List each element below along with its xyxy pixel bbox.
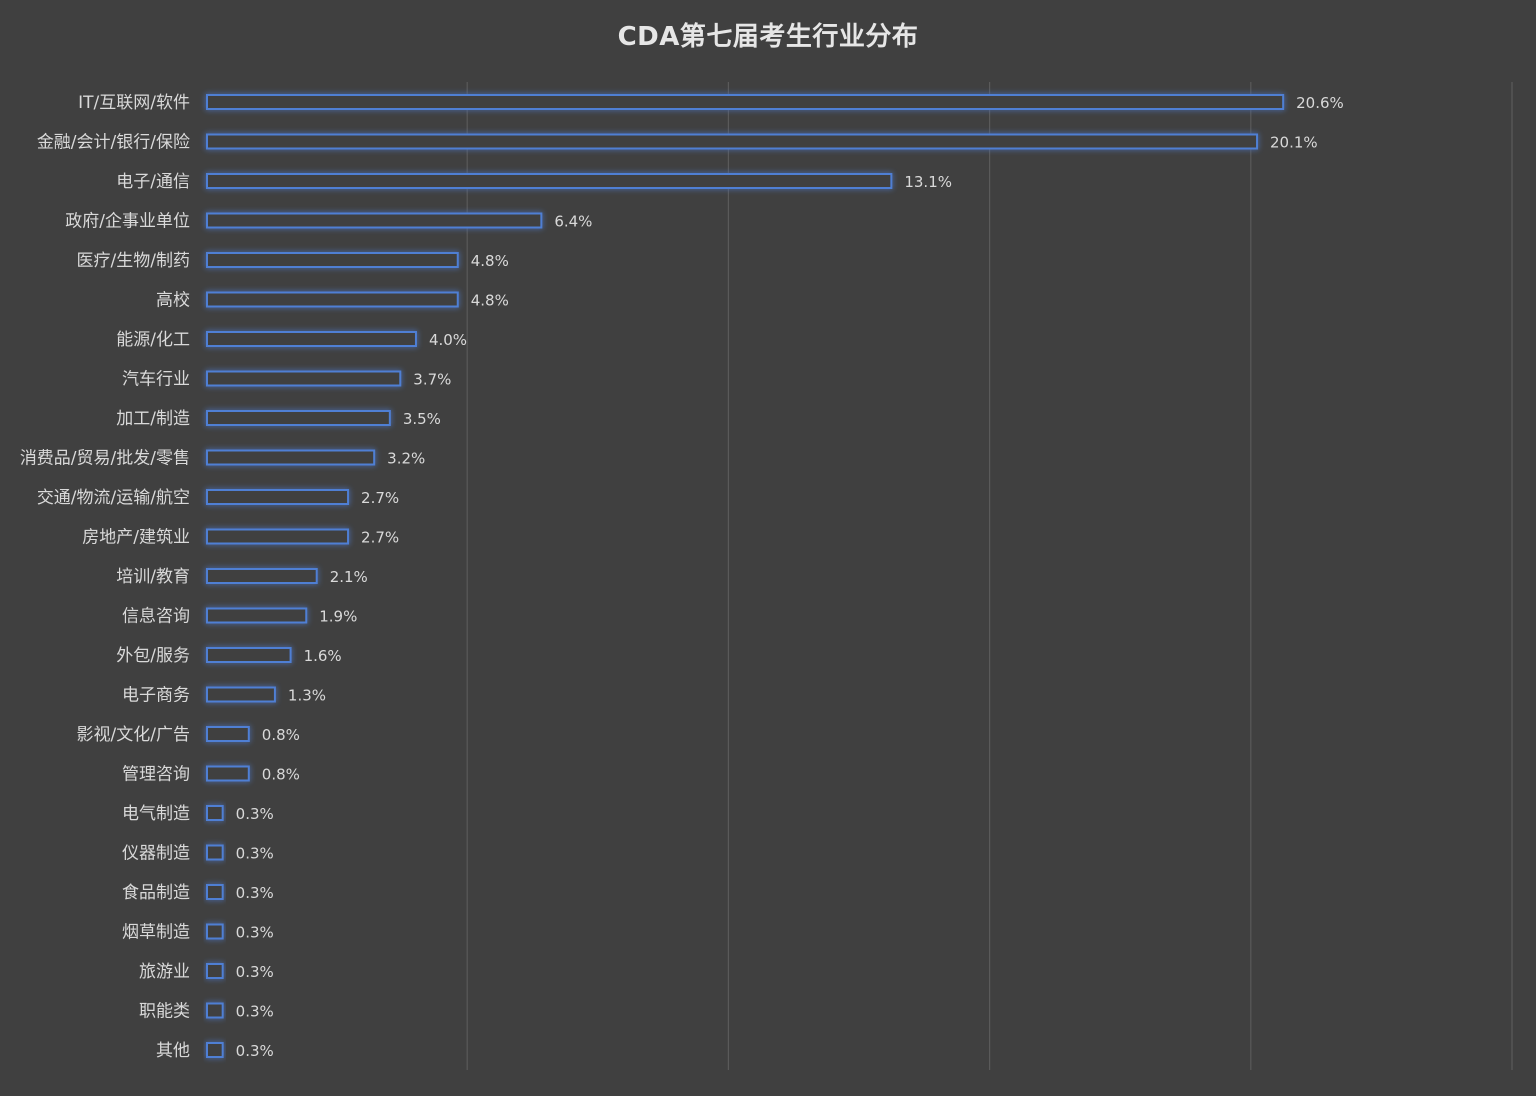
category-label: 电气制造 [122,804,190,824]
bar [206,410,391,426]
category-label: 交通/物流/运输/航空 [37,488,190,508]
bar [206,528,350,545]
bar [206,726,250,742]
bar [206,805,224,821]
bar [206,331,417,347]
value-label: 20.1% [1270,134,1318,152]
bar [206,647,292,663]
bar [206,133,1259,150]
category-label: 其他 [156,1041,190,1061]
category-label: 培训/教育 [116,567,190,587]
bar [206,94,1285,110]
bar [206,489,350,505]
value-label: 0.3% [236,884,274,902]
category-label: 消费品/贸易/批发/零售 [20,449,190,469]
grid-lines [466,82,1513,1070]
bar [206,765,250,782]
value-label: 0.3% [236,1042,274,1060]
value-label: 3.5% [403,410,441,428]
bar [206,252,459,268]
category-label: 外包/服务 [116,646,190,666]
category-label: 影视/文化/广告 [77,725,190,745]
value-label: 3.2% [387,450,425,468]
category-label: 政府/企事业单位 [65,212,190,232]
chart-title: CDA第七届考生行业分布 [617,22,919,52]
value-label: 1.3% [288,687,326,705]
category-label: 食品制造 [122,883,190,903]
value-label: 0.3% [236,845,274,863]
category-label: 加工/制造 [116,409,190,429]
category-label: 房地产/建筑业 [82,528,190,548]
value-label: 4.0% [429,331,467,349]
category-label: 高校 [156,291,190,311]
category-label: 医疗/生物/制药 [77,251,190,271]
category-label: 汽车行业 [122,370,190,390]
value-label: 4.8% [471,252,509,270]
labels: IT/互联网/软件 20.6% 金融/会计/银行/保险 20.1% 电子/通信 13.1%… [20,93,1344,1061]
bar [206,884,224,900]
bar [206,291,459,308]
category-label: 烟草制造 [122,923,190,943]
bar [206,449,376,466]
bar [206,173,893,189]
value-label: 0.3% [236,1003,274,1021]
category-label: 管理咨询 [122,765,190,785]
bar [206,607,308,624]
bar [206,1042,224,1058]
bar [206,212,543,229]
value-label: 0.8% [262,766,300,784]
value-label: 2.1% [330,568,368,586]
category-label: IT/互联网/软件 [78,93,190,113]
value-label: 0.3% [236,963,274,981]
bar [206,963,224,979]
value-label: 13.1% [904,173,952,191]
value-label: 0.8% [262,726,300,744]
value-label: 1.6% [304,647,342,665]
value-label: 2.7% [361,489,399,507]
value-label: 0.3% [236,924,274,942]
category-label: 职能类 [139,1002,190,1022]
value-label: 20.6% [1296,94,1344,112]
bars [206,94,1285,1058]
category-label: 电子/通信 [116,172,190,192]
bar [206,844,224,861]
category-label: 信息咨询 [122,607,190,627]
category-label: 能源/化工 [116,330,190,350]
category-label: 旅游业 [139,962,190,982]
bar [206,370,402,387]
bar [206,568,318,584]
category-label: 仪器制造 [122,844,190,864]
value-label: 2.7% [361,529,399,547]
value-label: 4.8% [471,292,509,310]
bar [206,686,276,703]
category-label: 金融/会计/银行/保险 [37,133,190,153]
value-label: 3.7% [413,371,451,389]
bar [206,923,224,940]
value-label: 1.9% [319,608,357,626]
value-label: 6.4% [554,213,592,231]
value-label: 0.3% [236,805,274,823]
bar [206,1002,224,1019]
category-label: 电子商务 [122,686,190,706]
